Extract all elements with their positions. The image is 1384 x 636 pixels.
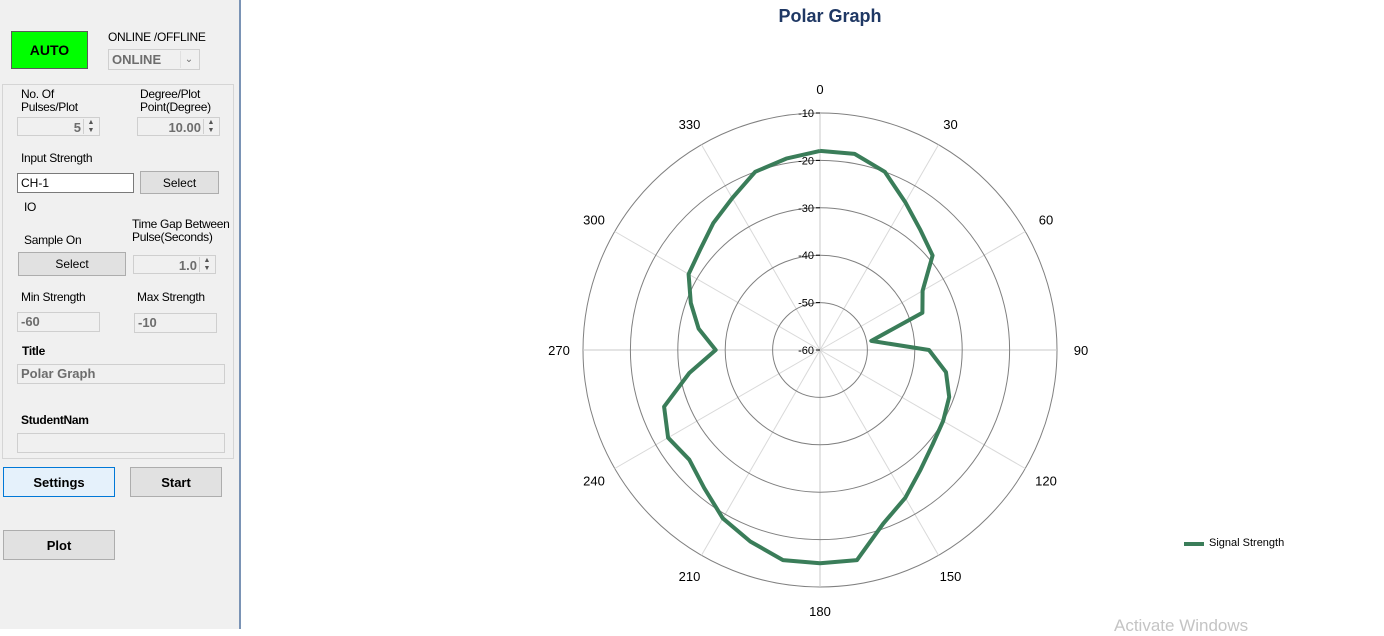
input-strength-label: Input Strength bbox=[21, 151, 93, 165]
chart-title: Polar Graph bbox=[778, 6, 882, 26]
polar-spoke bbox=[819, 349, 1026, 469]
radial-tick-label: -10 bbox=[798, 108, 814, 120]
polar-spoke bbox=[701, 349, 821, 556]
auto-button[interactable]: AUTO bbox=[11, 31, 88, 69]
mode-value: ONLINE bbox=[112, 52, 162, 67]
angle-tick-label: 330 bbox=[679, 117, 701, 132]
angle-tick-label: 90 bbox=[1074, 343, 1088, 358]
time-gap-label-line2: Pulse(Seconds) bbox=[132, 230, 213, 244]
start-button[interactable]: Start bbox=[130, 467, 222, 497]
time-gap-value: 1.0 bbox=[178, 258, 197, 273]
min-strength-field[interactable]: -60 bbox=[17, 312, 100, 332]
polar-spoke bbox=[819, 144, 939, 351]
radial-tick-label: -50 bbox=[798, 298, 814, 310]
angle-tick-label: 0 bbox=[816, 82, 823, 97]
pulses-label-line1: No. Of bbox=[21, 87, 54, 101]
max-strength-label: Max Strength bbox=[137, 290, 205, 304]
stepper-arrows-icon[interactable]: ▲ ▼ bbox=[199, 257, 214, 272]
mode-label: ONLINE /OFFLINE bbox=[108, 30, 206, 44]
angle-tick-label: 210 bbox=[679, 569, 701, 584]
angle-tick-label: 60 bbox=[1039, 213, 1053, 228]
pulses-value: 5 bbox=[73, 120, 81, 135]
student-name-field[interactable] bbox=[17, 433, 225, 453]
settings-group bbox=[2, 84, 234, 459]
title-field[interactable]: Polar Graph bbox=[17, 364, 225, 384]
pulses-stepper[interactable]: 5 ▲ ▼ bbox=[17, 117, 100, 136]
angle-tick-label: 180 bbox=[809, 604, 831, 619]
radial-tick-label: -40 bbox=[798, 250, 814, 262]
chevron-down-icon: ⌄ bbox=[180, 51, 197, 68]
radial-tick-label: -60 bbox=[798, 345, 814, 357]
settings-button[interactable]: Settings bbox=[3, 467, 115, 497]
degree-value: 10.00 bbox=[168, 120, 201, 135]
input-select-button[interactable]: Select bbox=[140, 171, 219, 194]
series-line-signal-strength bbox=[662, 148, 952, 566]
mode-dropdown[interactable]: ONLINE ⌄ bbox=[108, 49, 200, 70]
time-gap-stepper[interactable]: 1.0 ▲ ▼ bbox=[133, 255, 216, 274]
legend-label: Signal Strength bbox=[1209, 537, 1285, 549]
degree-stepper[interactable]: 10.00 ▲ ▼ bbox=[137, 117, 220, 136]
plot-button[interactable]: Plot bbox=[3, 530, 115, 560]
legend-swatch bbox=[1184, 542, 1204, 546]
polar-spoke bbox=[819, 349, 939, 556]
student-name-label: StudentNam bbox=[21, 413, 89, 427]
angle-tick-label: 240 bbox=[583, 474, 605, 489]
angle-tick-label: 150 bbox=[940, 569, 962, 584]
radial-tick-label: -20 bbox=[798, 155, 814, 167]
polar-spoke bbox=[701, 144, 821, 351]
angle-tick-label: 300 bbox=[583, 213, 605, 228]
sample-on-label: Sample On bbox=[24, 233, 82, 247]
angle-tick-label: 30 bbox=[943, 117, 957, 132]
angle-tick-label: 120 bbox=[1035, 474, 1057, 489]
polar-spoke bbox=[614, 231, 821, 351]
title-label: Title bbox=[22, 344, 45, 358]
radial-tick-label: -30 bbox=[798, 203, 814, 215]
io-label: IO bbox=[24, 200, 37, 214]
sample-select-button[interactable]: Select bbox=[18, 252, 126, 276]
pulses-label-line2: Pulses/Plot bbox=[21, 100, 78, 114]
polar-spoke bbox=[614, 349, 821, 469]
degree-label-line2: Point(Degree) bbox=[140, 100, 211, 114]
degree-label-line1: Degree/Plot bbox=[140, 87, 201, 101]
control-panel: AUTO ONLINE /OFFLINE ONLINE ⌄ No. Of Pul… bbox=[0, 0, 241, 629]
min-strength-label: Min Strength bbox=[21, 290, 86, 304]
max-strength-field[interactable]: -10 bbox=[134, 313, 217, 333]
stepper-arrows-icon[interactable]: ▲ ▼ bbox=[83, 119, 98, 134]
input-strength-field[interactable]: CH-1 bbox=[17, 173, 134, 193]
angle-tick-label: 270 bbox=[548, 343, 570, 358]
activation-watermark: Activate Windows bbox=[1114, 616, 1249, 635]
time-gap-label-line1: Time Gap Between bbox=[132, 217, 230, 231]
stepper-arrows-icon[interactable]: ▲ ▼ bbox=[203, 119, 218, 134]
